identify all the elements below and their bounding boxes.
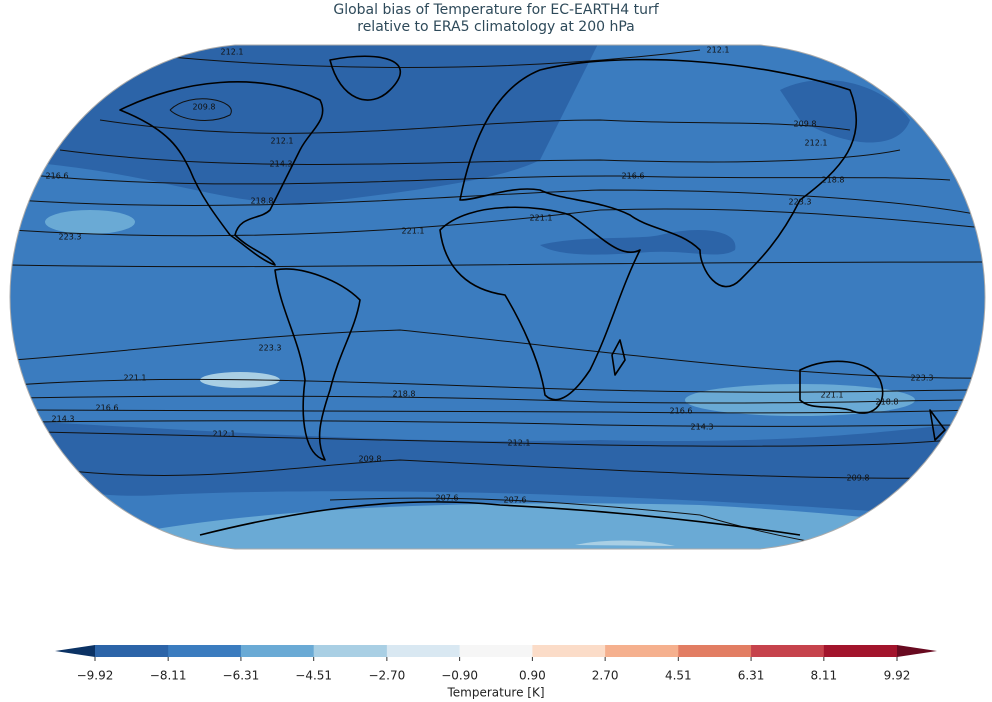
colorbar-bin xyxy=(386,645,461,657)
colorbar-tick-label: 0.90 xyxy=(519,669,546,683)
contour-label: 223.3 xyxy=(259,344,282,353)
map-border xyxy=(9,44,986,550)
contour-label: 207.6 xyxy=(436,494,459,503)
map-area: 212.1 209.8 212.1 214.3 216.6 218.8 223.3 221.1… xyxy=(10,45,985,549)
contour-label: 216.6 xyxy=(670,407,693,416)
contour-label: 214.3 xyxy=(691,423,714,432)
colorbar-tick-label: −6.31 xyxy=(223,669,260,683)
colorbar-bin xyxy=(532,645,606,657)
contour-label: 209.8 xyxy=(847,474,870,483)
colorbar-tick-label: 6.31 xyxy=(738,669,765,683)
contour-label: 212.1 xyxy=(271,137,294,146)
contour-label: 207.6 xyxy=(504,496,527,505)
bias-region xyxy=(10,45,600,205)
contour-lines xyxy=(10,49,985,546)
colorbar-tick-label: −4.51 xyxy=(295,669,332,683)
contour-label: 214.3 xyxy=(270,160,293,169)
bias-region xyxy=(10,503,985,549)
colorbar-extend xyxy=(55,645,95,657)
contour-label: 212.1 xyxy=(213,430,236,439)
colorbar-bin xyxy=(95,645,169,657)
bias-region xyxy=(10,420,985,520)
contour-label: 216.6 xyxy=(622,172,645,181)
bias-region xyxy=(575,540,675,546)
contour-label: 212.1 xyxy=(221,48,244,57)
colorbar-bin xyxy=(459,645,533,657)
colorbar-tick-label: 9.92 xyxy=(884,669,911,683)
title-line: Global bias of Temperature for EC-EARTH4… xyxy=(333,2,659,18)
contour-label: 223.3 xyxy=(789,198,812,207)
contour-label: 212.1 xyxy=(805,139,828,148)
colorbar-bin xyxy=(823,645,898,657)
contour-label: 209.8 xyxy=(359,455,382,464)
contour-label: 221.1 xyxy=(530,214,553,223)
contour-label: 221.1 xyxy=(124,374,147,383)
bias-region xyxy=(540,230,736,255)
contour-label: 223.3 xyxy=(59,233,82,242)
contour-label: 218.8 xyxy=(876,398,899,407)
colorbar-tick-label: −0.90 xyxy=(441,669,478,683)
colorbar-label: Temperature [K] xyxy=(446,686,544,700)
colorbar-bin xyxy=(605,645,679,657)
contour-labels: 212.1 209.8 212.1 214.3 216.6 218.8 223.3 221.1… xyxy=(46,46,934,505)
contour-label: 218.8 xyxy=(822,176,845,185)
colorbar-tick-label: −2.70 xyxy=(368,669,405,683)
contour-label: 216.6 xyxy=(46,172,69,181)
title-line: relative to ERA5 climatology at 200 hPa xyxy=(357,19,634,35)
bias-region xyxy=(780,80,910,143)
contour-label: 212.1 xyxy=(508,439,531,448)
contour-label: 216.6 xyxy=(96,404,119,413)
colorbar-bin xyxy=(168,645,242,657)
colorbar-tick-label: 2.70 xyxy=(592,669,619,683)
contour-label: 212.1 xyxy=(707,46,730,55)
colorbar-bin xyxy=(240,645,315,657)
colorbar-bin xyxy=(678,645,752,657)
contour-label: 209.8 xyxy=(193,103,216,112)
bias-region xyxy=(45,210,135,234)
colorbar-tick-label: −8.11 xyxy=(150,669,187,683)
colorbar-tick-label: 8.11 xyxy=(810,669,837,683)
colorbar: Temperature [K] −9.92 −8.11 −6.31 −4.51 −2.7… xyxy=(55,645,937,700)
contour-label: 209.8 xyxy=(794,120,817,129)
contour-label: 218.8 xyxy=(251,197,274,206)
colorbar-tick-label: −9.92 xyxy=(77,669,114,683)
colorbar-extend xyxy=(897,645,937,657)
contour-label: 218.8 xyxy=(393,390,416,399)
colorbar-bin xyxy=(751,645,825,657)
contour-label: 223.3 xyxy=(911,374,934,383)
contour-label: 214.3 xyxy=(52,415,75,424)
colorbar-tick-label: 4.51 xyxy=(665,669,692,683)
colorbar-bin xyxy=(313,645,388,657)
contour-label: 221.1 xyxy=(821,391,844,400)
contour-label: 221.1 xyxy=(402,227,425,236)
coastlines xyxy=(119,55,946,536)
